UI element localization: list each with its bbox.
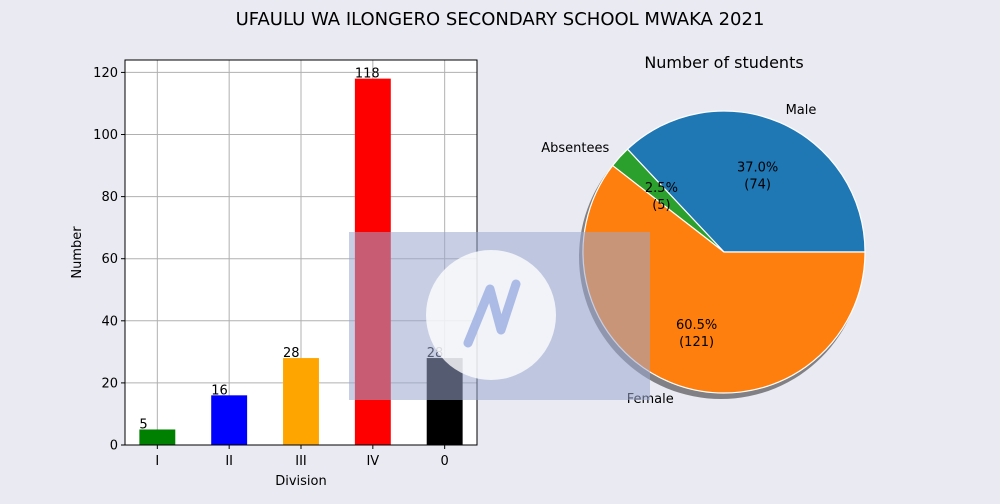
y-axis-ticks: 0 20 40 60 80 100 120 — [93, 66, 125, 454]
pie-title: Number of students — [644, 53, 803, 72]
x-tick-label: IV — [366, 454, 379, 469]
pie-slice-label: Absentees — [541, 141, 609, 156]
pie-slice-label: Male — [786, 103, 817, 118]
figure-title: UFAULU WA ILONGERO SECONDARY SCHOOL MWAK… — [236, 9, 765, 30]
y-tick-label: 0 — [110, 439, 118, 454]
y-tick-label: 60 — [101, 252, 118, 267]
y-tick-label: 100 — [93, 128, 118, 143]
bar — [211, 395, 248, 445]
watermark-logo — [349, 232, 650, 400]
x-axis-label: Division — [275, 474, 327, 489]
watermark-n-icon — [463, 279, 521, 348]
bar-value-label: 118 — [355, 67, 380, 82]
y-tick-label: 20 — [101, 376, 118, 391]
pie-percent-label: 60.5% — [676, 318, 717, 333]
y-tick-label: 80 — [101, 190, 118, 205]
bar-value-label: 5 — [139, 417, 147, 432]
watermark-circle — [426, 250, 556, 380]
bar — [283, 358, 319, 445]
pie-percent-label: 2.5% — [645, 181, 678, 196]
y-tick-label: 40 — [101, 314, 118, 329]
x-tick-label: 0 — [441, 454, 449, 469]
pie-count-label: (121) — [679, 335, 714, 350]
y-tick-label: 120 — [93, 66, 118, 81]
y-axis-label: Number — [70, 226, 85, 279]
x-tick-label: III — [295, 454, 307, 469]
pie-percent-label: 37.0% — [737, 160, 778, 175]
pie-count-label: (74) — [744, 177, 771, 192]
bar-value-label: 28 — [283, 346, 300, 361]
pie-slice — [626, 110, 866, 253]
pie-labels: Male37.0%(74)Absentees2.5%(5)Female60.5%… — [541, 103, 816, 407]
bar — [139, 429, 176, 445]
bar-value-label: 16 — [211, 383, 228, 398]
pie-count-label: (5) — [652, 198, 670, 213]
x-tick-label: II — [225, 454, 233, 469]
x-axis-ticks: I II III IV 0 — [155, 445, 449, 469]
pie-slices — [582, 110, 866, 394]
x-tick-label: I — [155, 454, 159, 469]
